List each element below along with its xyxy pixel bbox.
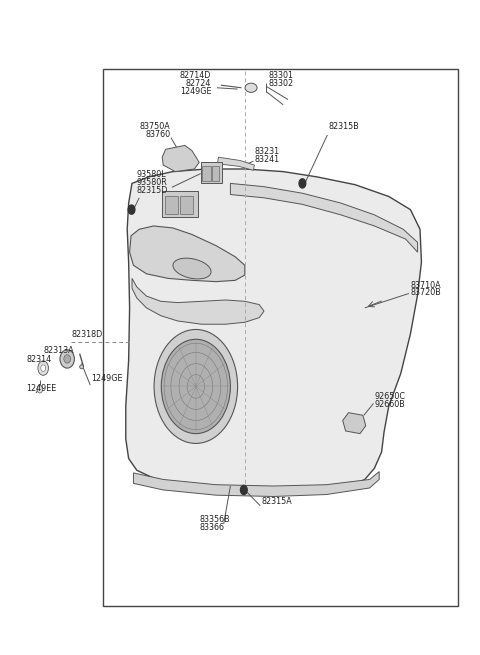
- Text: 83366: 83366: [199, 523, 224, 532]
- Polygon shape: [133, 472, 379, 496]
- Text: 92660B: 92660B: [374, 400, 405, 409]
- Text: 83241: 83241: [254, 155, 279, 164]
- Text: 93580R: 93580R: [137, 178, 168, 187]
- Polygon shape: [130, 226, 245, 282]
- Text: 1249EE: 1249EE: [26, 384, 57, 393]
- Ellipse shape: [245, 83, 257, 92]
- Text: 82315D: 82315D: [137, 186, 168, 195]
- Circle shape: [299, 179, 306, 188]
- Text: 83710A: 83710A: [410, 280, 441, 290]
- Text: 83302: 83302: [269, 79, 294, 88]
- Text: 82313A: 82313A: [43, 346, 74, 355]
- Polygon shape: [162, 145, 199, 172]
- Text: 83301: 83301: [269, 71, 294, 80]
- Bar: [162, 191, 198, 217]
- Text: 92650C: 92650C: [374, 392, 406, 401]
- Bar: [165, 196, 178, 214]
- Ellipse shape: [64, 355, 71, 363]
- Circle shape: [37, 385, 43, 393]
- Polygon shape: [343, 413, 366, 434]
- Text: 1249GE: 1249GE: [180, 86, 211, 96]
- Polygon shape: [132, 278, 264, 324]
- Text: 83760: 83760: [145, 130, 170, 139]
- Circle shape: [240, 485, 247, 495]
- Text: 83720B: 83720B: [410, 288, 441, 297]
- Ellipse shape: [173, 258, 211, 279]
- Circle shape: [38, 361, 48, 375]
- Bar: [212, 166, 219, 181]
- Text: 82315A: 82315A: [262, 496, 292, 506]
- Bar: [180, 196, 193, 214]
- Polygon shape: [217, 157, 254, 170]
- Circle shape: [128, 205, 135, 214]
- Text: 82724: 82724: [186, 79, 211, 88]
- Bar: [202, 166, 211, 181]
- Polygon shape: [230, 183, 418, 252]
- Circle shape: [161, 339, 230, 434]
- Text: 82315B: 82315B: [329, 122, 360, 131]
- Bar: [103, 69, 458, 606]
- Text: 1249GE: 1249GE: [91, 373, 123, 383]
- Bar: [201, 162, 222, 183]
- Circle shape: [154, 329, 238, 443]
- Text: 83231: 83231: [254, 147, 279, 156]
- Ellipse shape: [60, 350, 74, 368]
- Ellipse shape: [80, 365, 84, 369]
- Text: 83750A: 83750A: [140, 122, 170, 131]
- Text: 82714D: 82714D: [180, 71, 211, 80]
- Circle shape: [41, 365, 46, 371]
- Text: 93580L: 93580L: [137, 170, 167, 179]
- Text: 82314: 82314: [26, 355, 51, 364]
- Polygon shape: [126, 169, 421, 495]
- Text: 83356B: 83356B: [199, 515, 230, 524]
- Text: 82318D: 82318D: [71, 330, 102, 339]
